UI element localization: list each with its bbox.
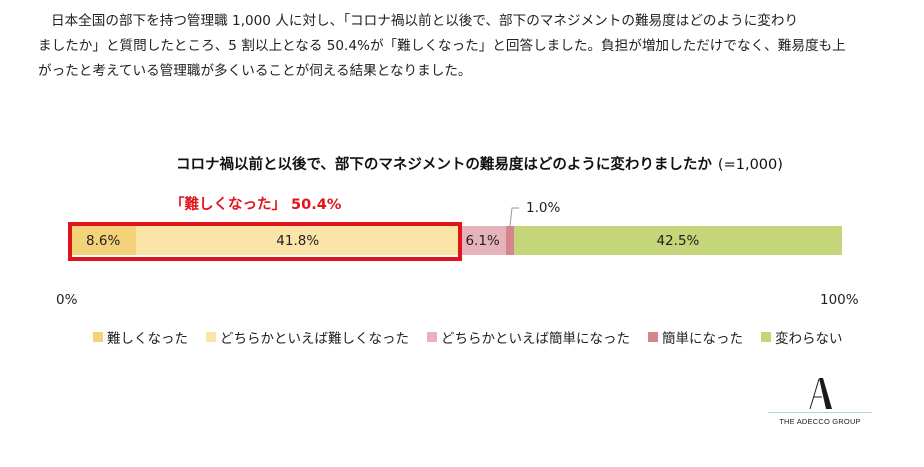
callout-label: 1.0% xyxy=(526,200,561,216)
intro-line-3: がったと考えている管理職が多くいることが伺える結果となりました。 xyxy=(38,63,472,79)
highlight-label: 「難しくなった」 50.4% xyxy=(170,197,342,213)
legend-swatch-icon xyxy=(206,332,216,342)
legend-label: どちらかといえば難しくなった xyxy=(220,331,409,347)
legend: 難しくなった どちらかといえば難しくなった どちらかといえば簡単になった 簡単になった… xyxy=(93,327,843,347)
segment-value-label: 8.6% xyxy=(86,232,121,249)
axis-max-label: 100% xyxy=(820,292,859,308)
legend-item: どちらかといえば簡単になった xyxy=(427,327,630,347)
logo-wordmark: THE ADECCO GROUP xyxy=(779,417,861,426)
legend-item: どちらかといえば難しくなった xyxy=(206,327,409,347)
legend-swatch-icon xyxy=(427,332,437,342)
bar-segment xyxy=(506,226,514,255)
logo-rule xyxy=(768,412,872,413)
legend-label: 変わらない xyxy=(775,331,843,347)
intro-line-1: 日本全国の部下を持つ管理職 1,000 人に対し、「コロナ禍以前と以後で、部下の… xyxy=(51,13,799,29)
legend-item: 難しくなった xyxy=(93,327,188,347)
bar-segment: 8.6% xyxy=(70,226,137,255)
legend-label: 簡単になった xyxy=(662,331,743,347)
segment-value-label: 6.1% xyxy=(465,232,500,249)
bar-segment: 41.8% xyxy=(136,226,460,255)
intro-text: 日本全国の部下を持つ管理職 1,000 人に対し、「コロナ禍以前と以後で、部下の… xyxy=(38,9,898,84)
stacked-bar: 8.6% 41.8% 6.1% 42.5% xyxy=(70,226,842,255)
callout-leader-line xyxy=(509,207,519,226)
chart-title: コロナ禍以前と以後で、部下のマネジメントの難易度はどのように変わりましたか (=1… xyxy=(176,153,783,174)
adecco-a-icon xyxy=(809,378,832,410)
segment-value-label: 41.8% xyxy=(276,232,320,249)
legend-swatch-icon xyxy=(93,332,103,342)
sample-size: (=1,000) xyxy=(717,157,783,173)
axis-min-label: 0% xyxy=(56,292,78,308)
legend-item: 変わらない xyxy=(761,327,843,347)
segment-value-label: 42.5% xyxy=(656,232,700,249)
intro-line-2: ましたか」と質問したところ、5 割以上となる 50.4%が「難しくなった」と回答… xyxy=(38,38,846,54)
bar-segment: 42.5% xyxy=(513,226,842,255)
adecco-logo: THE ADECCO GROUP xyxy=(768,375,872,435)
legend-swatch-icon xyxy=(761,332,771,342)
legend-item: 簡単になった xyxy=(648,327,743,347)
legend-swatch-icon xyxy=(648,332,658,342)
bar-segment: 6.1% xyxy=(459,226,507,255)
chart-title-text: コロナ禍以前と以後で、部下のマネジメントの難易度はどのように変わりましたか xyxy=(176,157,712,173)
legend-label: 難しくなった xyxy=(107,331,188,347)
legend-label: どちらかといえば簡単になった xyxy=(441,331,630,347)
